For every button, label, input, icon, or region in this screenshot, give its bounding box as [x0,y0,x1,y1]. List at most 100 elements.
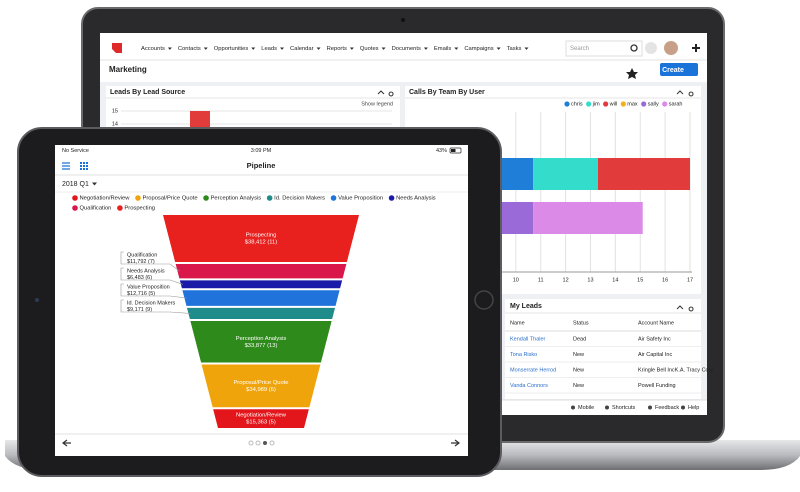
funnel-segment[interactable] [201,364,321,408]
panel-controls[interactable] [377,90,394,97]
panel-controls[interactable] [676,305,694,312]
nav-item[interactable]: Contacts [178,46,201,52]
funnel-segment[interactable] [182,290,340,306]
nav-caret[interactable] [496,47,501,50]
camera [401,18,405,22]
legend-label[interactable]: Proposal/Price Quote [142,196,197,202]
nav-caret[interactable] [524,47,529,50]
lead-cell: Air Capital Inc [638,352,672,358]
x-tick-label: 16 [662,277,668,283]
leader-line [120,251,180,272]
funnel-segment[interactable] [179,280,343,289]
footer-link[interactable]: Mobile [578,405,594,411]
page-dot[interactable] [255,440,261,446]
footer-icon[interactable] [571,405,575,410]
nav-item[interactable]: Accounts [141,46,165,52]
grid-icon[interactable] [80,162,88,170]
lead-name[interactable]: Tona Risko [510,352,537,358]
nav-caret[interactable] [454,47,459,50]
next-arrow[interactable] [451,439,460,447]
nav-item[interactable]: Tasks [507,46,522,52]
x-tick-label: 15 [637,277,643,283]
tablet: No Service 3:09 PM 43% Pipeline 2018 Q1 … [17,127,502,477]
footer-icon[interactable] [605,405,609,410]
funnel-segment[interactable] [213,409,309,428]
legend-swatch [564,101,570,107]
panel-controls[interactable] [676,90,694,97]
funnel-segment[interactable] [163,215,359,262]
lead-name[interactable]: Vanda Connors [510,383,548,389]
legend-label: chris [571,101,583,107]
column-header[interactable]: Account Name [638,320,674,326]
nav-caret[interactable] [167,47,172,50]
show-legend[interactable]: Show legend [361,101,393,107]
column-header[interactable]: Status [573,320,589,326]
nav-item[interactable]: Documents [392,46,421,52]
footer-link[interactable]: Shortcuts [612,405,635,411]
funnel-value: $38,412 (11) [245,240,278,246]
search-placeholder[interactable]: Search [570,46,589,52]
add-icon[interactable] [692,44,700,52]
home-button[interactable] [474,290,494,310]
legend-swatch[interactable] [72,205,78,211]
favorite-star[interactable] [626,68,638,79]
legend-swatch[interactable] [117,205,123,211]
funnel-value: $34,989 (6) [246,387,276,393]
nav-caret[interactable] [316,47,321,50]
create-label[interactable]: Create [662,67,684,74]
legend-label[interactable]: Id. Decision Makers [274,196,325,202]
footer-icon[interactable] [681,405,685,410]
funnel-label: Proposal/Price Quote [233,380,288,386]
create-button[interactable] [660,63,698,76]
nav-caret[interactable] [203,47,208,50]
funnel-segment[interactable] [175,263,347,279]
battery-icon [449,147,462,154]
nav-item[interactable]: Leads [261,46,277,52]
nav-caret[interactable] [423,47,428,50]
page-dot[interactable] [248,440,254,446]
legend-label[interactable]: Qualification [80,206,112,212]
page-dot[interactable] [269,440,275,446]
prev-arrow[interactable] [62,439,71,447]
legend-swatch[interactable] [135,195,141,201]
x-tick-label: 11 [538,277,544,283]
nav-caret[interactable] [381,47,386,50]
lead-name[interactable]: Kendall Thaler [510,336,546,342]
notifications[interactable] [645,42,657,54]
legend-swatch[interactable] [203,195,209,201]
nav-caret[interactable] [349,47,354,50]
funnel-value: $11,792 (7) [127,259,155,265]
lead-name[interactable]: Monserrate Herrod [510,367,556,373]
menu-icon[interactable] [62,162,70,170]
nav-item[interactable]: Quotes [360,46,379,52]
funnel-segment[interactable] [186,307,336,320]
funnel-label: Negotiation/Review [236,413,287,419]
nav-item[interactable]: Calendar [290,46,314,52]
legend-label[interactable]: Prospecting [124,206,155,212]
nav-caret[interactable] [251,47,256,50]
footer-link[interactable]: Feedback [655,405,679,411]
legend-swatch[interactable] [72,195,78,201]
legend-swatch[interactable] [388,195,395,201]
legend-swatch[interactable] [266,195,273,201]
search-box[interactable] [565,40,643,57]
avatar[interactable] [664,41,678,55]
page-dot[interactable] [263,441,267,445]
nav-item[interactable]: Emails [434,46,451,52]
footer-icon[interactable] [648,405,652,410]
nav-item[interactable]: Reports [327,46,347,52]
legend-label[interactable]: Needs Analysis [396,196,436,202]
legend-swatch[interactable] [330,195,337,201]
funnel-segment[interactable] [190,321,332,363]
footer-link[interactable]: Help [688,405,699,411]
nav-caret[interactable] [280,47,285,50]
period-selector[interactable]: 2018 Q1 [62,181,89,188]
column-header[interactable]: Name [510,320,525,326]
search-icon[interactable] [630,44,638,52]
legend-label[interactable]: Negotiation/Review [80,196,131,202]
legend-label[interactable]: Value Proposition [338,196,383,202]
legend-label[interactable]: Perception Analysis [211,196,262,202]
nav-item[interactable]: Campaigns [464,46,493,52]
nav-item[interactable]: Opportunities [214,46,249,52]
period-caret[interactable] [92,182,97,186]
